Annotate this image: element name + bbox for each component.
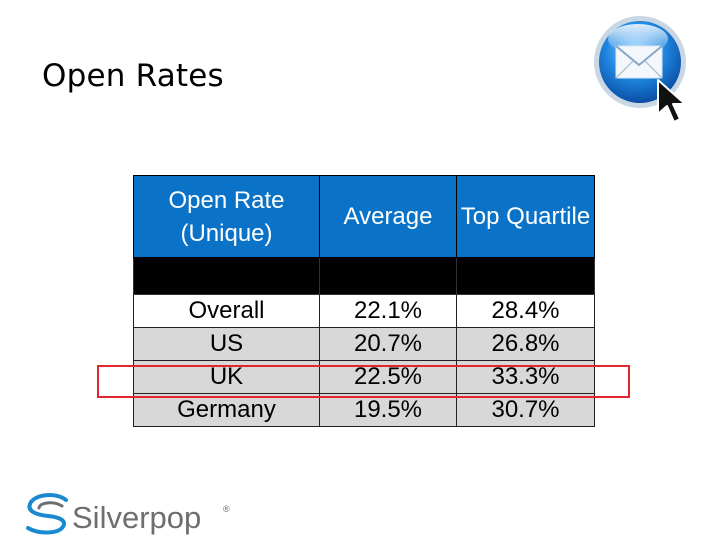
registered-mark: ® [223, 504, 230, 514]
row-top-quartile: 26.8% [456, 327, 595, 361]
uk-row-highlight [97, 365, 630, 398]
row-average: 20.7% [319, 327, 457, 361]
slide-title: Open Rates [42, 58, 224, 94]
row-average: 22.1% [319, 294, 457, 328]
email-cursor-icon [594, 16, 686, 123]
silverpop-swirl-icon [26, 493, 68, 535]
row-top-quartile: 28.4% [456, 294, 595, 328]
row-top-quartile: 30.7% [456, 393, 595, 427]
silverpop-logo-text: Silverpop [72, 500, 202, 535]
header-open-rate: Open Rate (Unique) [133, 175, 320, 258]
header-average: Average [319, 175, 457, 258]
header-top-quartile: Top Quartile [456, 175, 595, 258]
row-average: 19.5% [319, 393, 457, 427]
table-row: US 20.7% 26.8% [133, 327, 595, 361]
table-row: Germany 19.5% 30.7% [133, 393, 595, 427]
table-header-row: Open Rate (Unique) Average Top Quartile [133, 175, 595, 258]
row-label: Germany [133, 393, 320, 427]
row-label: Overall [133, 294, 320, 328]
row-label: US [133, 327, 320, 361]
table-row: Overall 22.1% 28.4% [133, 294, 595, 328]
table-divider-row [133, 257, 595, 295]
